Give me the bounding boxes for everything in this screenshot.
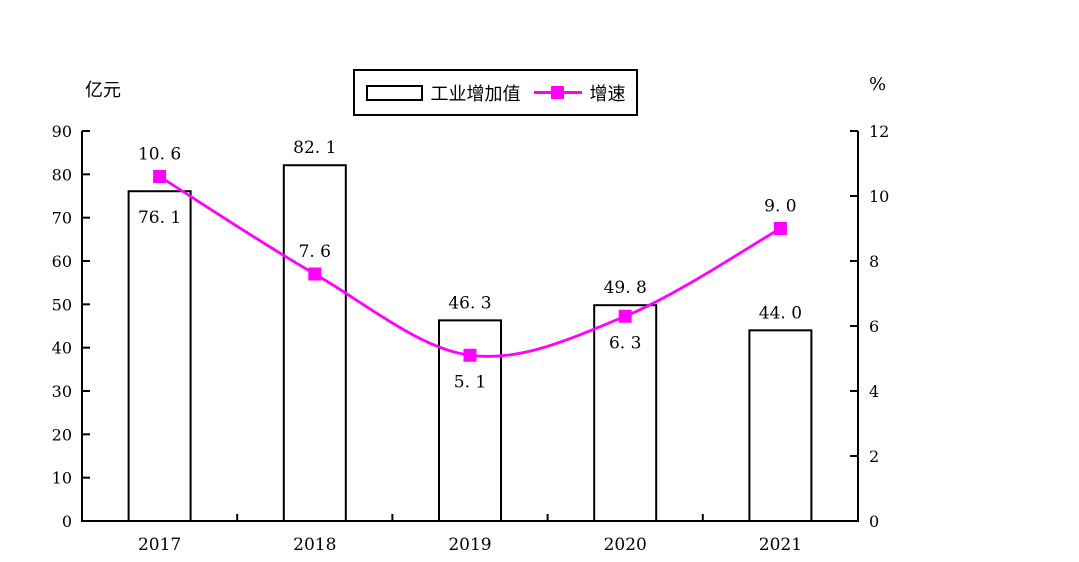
x-category-label: 2017: [138, 535, 181, 555]
left-tick-label: 40: [52, 339, 72, 358]
left-tick-label: 0: [62, 512, 72, 531]
bar-swatch-icon: [365, 84, 423, 101]
left-tick-label: 70: [52, 209, 72, 228]
line-marker: [308, 267, 322, 281]
line-label: 9. 0: [764, 197, 796, 217]
left-tick-label: 30: [52, 382, 72, 401]
line-marker: [618, 309, 632, 323]
line-marker: [153, 170, 167, 183]
x-category-label: 2018: [293, 535, 336, 555]
right-tick-label: 0: [869, 512, 879, 531]
bar: [282, 164, 347, 522]
line-label: 6. 3: [609, 333, 641, 353]
line-label: 10. 6: [138, 145, 181, 165]
bar-label: 82. 1: [293, 138, 336, 158]
left-tick-label: 20: [52, 425, 72, 444]
legend-label-growth-rate: 增速: [589, 83, 626, 105]
left-tick-label: 50: [52, 295, 72, 314]
line-marker-swatch-icon: [533, 85, 582, 100]
x-category-label: 2019: [448, 535, 491, 555]
bar-label: 49. 8: [604, 278, 647, 298]
line-marker: [773, 222, 787, 235]
bar: [748, 329, 813, 523]
line-marker: [463, 348, 477, 362]
right-axis-unit-label: %: [869, 74, 887, 95]
line-label: 5. 1: [454, 372, 486, 392]
bar: [593, 304, 658, 523]
left-tick-label: 90: [52, 122, 72, 141]
legend: 工业增加值 增速: [353, 69, 638, 116]
line-label: 7. 6: [299, 242, 331, 262]
left-tick-label: 80: [52, 165, 72, 184]
right-tick-label: 12: [869, 122, 889, 141]
left-tick-label: 60: [52, 252, 72, 271]
x-category-label: 2020: [604, 535, 647, 555]
right-tick-label: 2: [869, 447, 879, 466]
legend-label-industrial-output: 工业增加值: [430, 83, 521, 105]
right-tick-label: 4: [869, 382, 879, 401]
x-category-label: 2021: [759, 535, 802, 555]
bar-label: 46. 3: [448, 293, 491, 313]
bar-label: 76. 1: [138, 208, 181, 228]
left-tick-label: 10: [52, 469, 72, 488]
right-tick-label: 8: [869, 252, 879, 271]
bar: [127, 190, 192, 522]
legend-entry-industrial-output: 工业增加值: [365, 80, 521, 106]
right-tick-label: 6: [869, 317, 879, 336]
right-tick-label: 10: [869, 187, 889, 206]
left-axis-unit-label: 亿元: [85, 80, 121, 101]
bar-label: 44. 0: [759, 303, 802, 323]
legend-entry-growth-rate: 增速: [533, 80, 626, 106]
